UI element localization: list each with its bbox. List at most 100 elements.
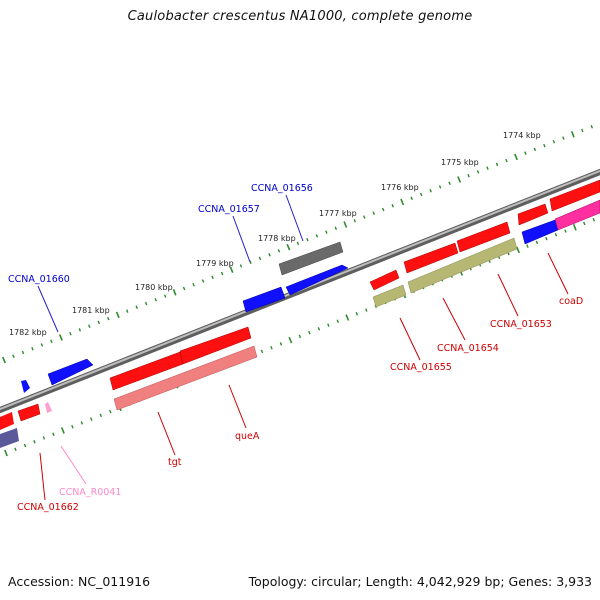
minor-tick [486, 166, 489, 170]
minor-tick [80, 421, 84, 425]
minor-tick [201, 279, 205, 283]
major-tick [345, 314, 350, 321]
gene-arrow-ccna-01656[interactable] [278, 241, 344, 276]
minor-tick [279, 342, 283, 346]
minor-tick [21, 350, 25, 355]
minor-tick [353, 219, 357, 223]
minor-tick [592, 218, 596, 222]
gene-label-ccna-01656[interactable]: CCNA_01656 [251, 183, 313, 194]
minor-tick [258, 256, 262, 261]
forward-strand-features [21, 179, 600, 393]
gene-bar-coad[interactable] [554, 199, 600, 231]
gene-arrow-ccna-01662-b[interactable] [0, 412, 14, 430]
major-tick [60, 427, 65, 434]
label-leader-lines [37, 194, 569, 501]
scale-label: 1779 kbp [196, 259, 234, 268]
gene-label-coad[interactable]: coaD [559, 296, 583, 307]
gene-label-ccna-r0041[interactable]: CCNA_R0041 [59, 487, 121, 498]
minor-tick [31, 346, 34, 351]
gene-arrow-ccna-01653[interactable] [456, 221, 511, 253]
gene-bar-ccna-01655[interactable] [372, 284, 407, 308]
minor-tick [554, 233, 558, 237]
minor-tick [71, 424, 74, 429]
major-tick [4, 449, 8, 457]
rna-arrow-ccna-r0041[interactable] [45, 402, 52, 413]
minor-tick [315, 234, 319, 238]
minor-tick [372, 211, 375, 216]
upper-tick-track [2, 125, 594, 364]
reverse-strand-features [0, 199, 600, 448]
major-tick [343, 221, 348, 228]
scale-label: 1777 kbp [319, 209, 357, 218]
gene-label-tgt[interactable]: tgt [168, 457, 182, 468]
gene-arrow-ccna-01655[interactable] [369, 269, 400, 291]
minor-tick [42, 436, 46, 440]
minor-tick [144, 301, 148, 306]
minor-tick [476, 170, 480, 174]
minor-tick [327, 323, 330, 327]
major-tick [457, 176, 462, 183]
minor-tick [192, 283, 195, 287]
gene-arrow-cds-01653[interactable] [517, 203, 549, 226]
minor-tick [467, 173, 470, 178]
major-tick [172, 289, 177, 296]
gene-label-ccna-01655[interactable]: CCNA_01655 [390, 362, 452, 373]
gene-arrow-ccna-01660[interactable] [47, 358, 94, 386]
gene-label-quea[interactable]: queA [235, 431, 260, 442]
gene-arrow-coad[interactable] [521, 219, 559, 245]
minor-tick [334, 226, 338, 231]
scale-label: 1774 kbp [503, 131, 541, 140]
gene-label-ccna-01657[interactable]: CCNA_01657 [198, 204, 260, 215]
gene-arrow-ccna-01657-b[interactable] [242, 286, 286, 313]
gene-arrow-small-blue[interactable] [21, 380, 30, 393]
minor-tick [23, 443, 27, 448]
minor-tick [438, 185, 442, 189]
minor-tick [410, 196, 413, 200]
minor-tick [260, 349, 264, 354]
minor-tick [12, 354, 15, 358]
minor-tick [526, 244, 529, 248]
gene-label-ccna-01660[interactable]: CCNA_01660 [8, 274, 70, 285]
major-tick [2, 356, 6, 364]
minor-tick [308, 330, 311, 335]
gene-label-ccna-01653[interactable]: CCNA_01653 [490, 319, 552, 330]
minor-tick [296, 241, 300, 246]
minor-tick [90, 417, 93, 421]
minor-tick [495, 162, 499, 167]
minor-tick [391, 204, 394, 208]
minor-tick [50, 339, 53, 343]
minor-tick [552, 140, 556, 144]
minor-tick [14, 447, 17, 451]
minor-tick [306, 237, 309, 242]
minor-tick [135, 305, 138, 310]
minor-tick [562, 136, 565, 140]
gene-arrow-ccna-01657-a[interactable] [285, 264, 349, 296]
gene-arrow-quea[interactable] [179, 326, 252, 365]
minor-tick [581, 128, 584, 133]
minor-tick [325, 230, 328, 234]
minor-tick [163, 294, 167, 298]
gene-arrow-ccna-01654[interactable] [403, 242, 459, 274]
minor-tick [109, 409, 112, 414]
minor-tick [52, 432, 55, 436]
scale-label: 1776 kbp [381, 183, 419, 192]
gene-arrow-cds-01652[interactable] [549, 179, 600, 212]
minor-tick [533, 147, 537, 152]
minor-tick [33, 439, 36, 444]
minor-tick [336, 319, 340, 324]
minor-tick [69, 331, 72, 336]
gene-label-ccna-01662[interactable]: CCNA_01662 [17, 502, 79, 513]
gene-arrow-ccna-01662[interactable] [17, 403, 41, 422]
minor-tick [107, 316, 110, 321]
accession-text: Accession: NC_011916 [8, 574, 151, 589]
minor-tick [564, 229, 567, 233]
gene-label-ccna-01654[interactable]: CCNA_01654 [437, 343, 499, 354]
gene-bar-ccna-01654[interactable] [407, 237, 518, 294]
gene-bar-violet[interactable] [0, 428, 19, 448]
minor-tick [419, 192, 423, 197]
major-tick [288, 336, 293, 344]
minor-tick [270, 345, 273, 350]
gene-bar-tgt-quea[interactable] [113, 345, 258, 411]
map-title: Caulobacter crescentus NA1000, complete … [127, 9, 473, 24]
